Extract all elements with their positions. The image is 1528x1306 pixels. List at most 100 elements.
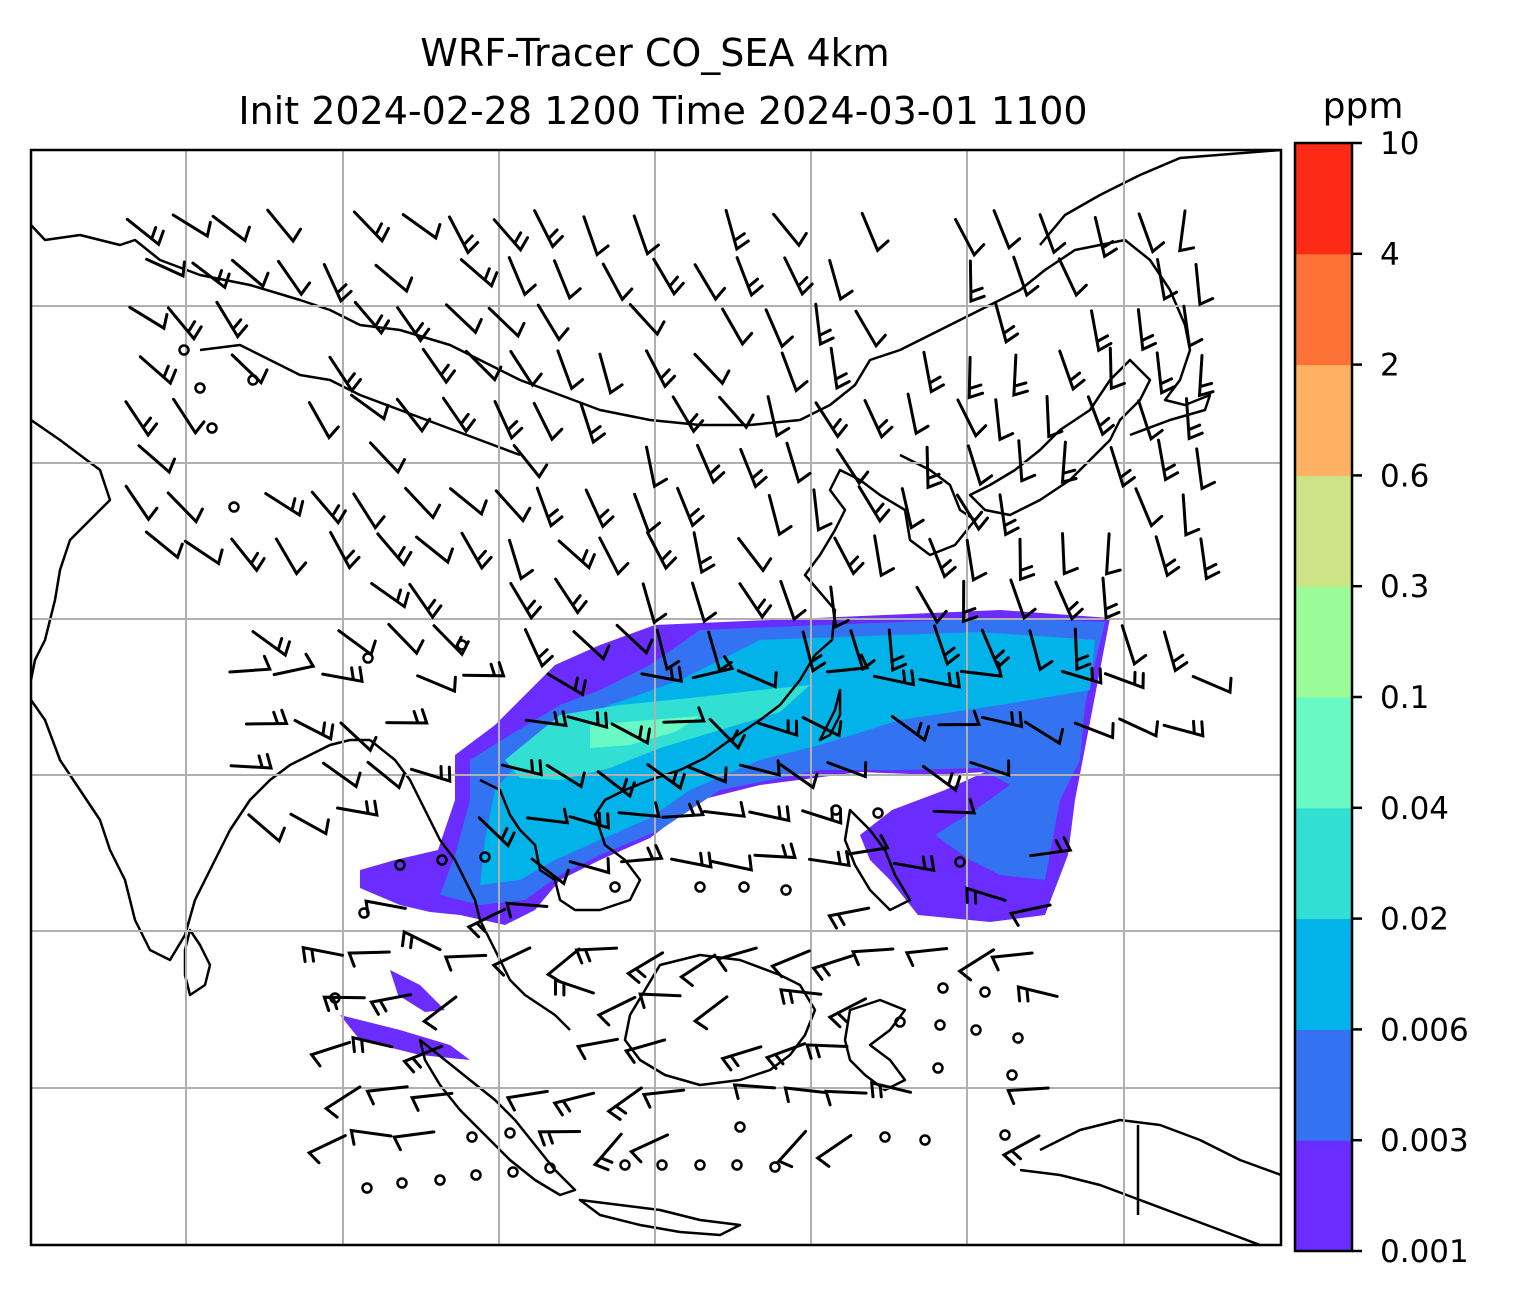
wind-barb [596, 770, 636, 799]
wind-barb [827, 906, 871, 930]
colorbar-band [1295, 586, 1352, 698]
wind-barb [617, 801, 661, 818]
wind-barb [645, 349, 677, 389]
wind-barb [928, 537, 957, 580]
wind-barb [692, 531, 716, 575]
wind-barb [307, 401, 340, 441]
wind-barb [1018, 537, 1036, 582]
wind-barb [441, 396, 476, 434]
wind-barb [552, 1091, 595, 1117]
wind-barb [245, 708, 289, 726]
wind-barb [833, 536, 865, 577]
calm-wind-marker [362, 652, 374, 664]
wind-barb [1137, 399, 1164, 442]
calm-wind-marker [780, 884, 792, 896]
wind-barb [757, 719, 799, 738]
wind-barb [846, 833, 890, 856]
wind-barb [598, 536, 630, 577]
wind-barb [652, 257, 685, 297]
wind-barb [505, 1089, 549, 1112]
colorbar-band [1295, 1140, 1352, 1252]
colorbar-tick-label: 0.003 [1380, 1123, 1469, 1159]
wind-barb [1195, 447, 1216, 491]
wind-barb [301, 945, 344, 963]
wind-barb [779, 579, 807, 622]
wind-barb [1038, 213, 1067, 255]
wind-barb [310, 490, 347, 526]
wind-barb [720, 1045, 763, 1072]
calm-wind-marker [970, 1024, 982, 1036]
wind-barb [808, 850, 851, 868]
calm-wind-marker [734, 1121, 746, 1133]
wind-barb [965, 538, 988, 583]
calm-wind-marker [206, 422, 218, 434]
wind-barb [215, 300, 249, 340]
coastline-mongolia-border [199, 343, 521, 457]
calm-wind-marker [879, 1131, 891, 1143]
wind-barb [1023, 720, 1065, 746]
wind-barb [968, 259, 986, 304]
wind-barb [990, 951, 1034, 972]
wind-barb [892, 855, 936, 873]
wind-barb [850, 947, 895, 967]
wind-barb [676, 486, 705, 528]
wind-barb [1058, 349, 1086, 392]
wind-barb [662, 706, 706, 724]
wind-barb [462, 661, 506, 678]
wind-barb [805, 1043, 849, 1060]
wind-barb [696, 443, 726, 485]
wind-barb [872, 669, 916, 687]
wind-barb [421, 995, 458, 1031]
wind-barb [1029, 836, 1073, 858]
wind-barb [1194, 263, 1215, 307]
wind-barb [1001, 1134, 1041, 1166]
wind-barb [396, 306, 431, 344]
wind-barb [860, 211, 890, 253]
wind-barb [575, 1037, 619, 1061]
wind-barb [814, 302, 835, 347]
wind-barb [493, 400, 524, 441]
wind-barb [824, 1089, 868, 1107]
wind-barb [1101, 576, 1121, 621]
wind-barb [1157, 438, 1180, 482]
wind-barb [1156, 258, 1179, 302]
wind-barb [835, 448, 870, 486]
wind-barb [537, 1130, 582, 1147]
wind-barb [998, 493, 1020, 537]
wind-barb [487, 306, 526, 339]
wind-barb [322, 263, 353, 304]
wind-barb [873, 534, 895, 578]
calm-wind-marker [999, 1129, 1011, 1141]
wind-barb [582, 215, 610, 257]
wind-barb [491, 946, 532, 977]
wind-barb [628, 303, 666, 337]
wind-barb [966, 444, 994, 487]
wind-barb [410, 765, 452, 784]
coastline-new-guinea [1019, 1118, 1281, 1245]
wind-barb [421, 347, 456, 385]
calm-wind-marker [456, 639, 468, 651]
wind-barb [691, 655, 735, 680]
calm-wind-marker [544, 1162, 556, 1174]
coastline-taiwan [818, 688, 842, 742]
wind-barb [1162, 719, 1205, 738]
wind-barb [535, 486, 564, 529]
wind-barb [736, 669, 778, 689]
wind-barb [395, 397, 432, 434]
wind-barb [536, 303, 570, 342]
wind-barb [492, 218, 529, 253]
wind-barb [780, 351, 809, 393]
wind-barb [1109, 446, 1136, 489]
wind-barb [1008, 903, 1052, 927]
calm-wind-marker [830, 804, 842, 816]
calm-wind-marker [178, 344, 190, 356]
wind-barb [646, 531, 678, 571]
wind-barb [702, 801, 746, 818]
wind-barb [922, 350, 945, 394]
title-line-1: WRF-Tracer CO_SEA 4km [420, 31, 889, 75]
wind-barb [329, 530, 361, 571]
wind-barb [230, 537, 266, 573]
wind-barb [738, 582, 773, 620]
wind-barb [385, 708, 429, 725]
wind-barb [715, 946, 758, 973]
